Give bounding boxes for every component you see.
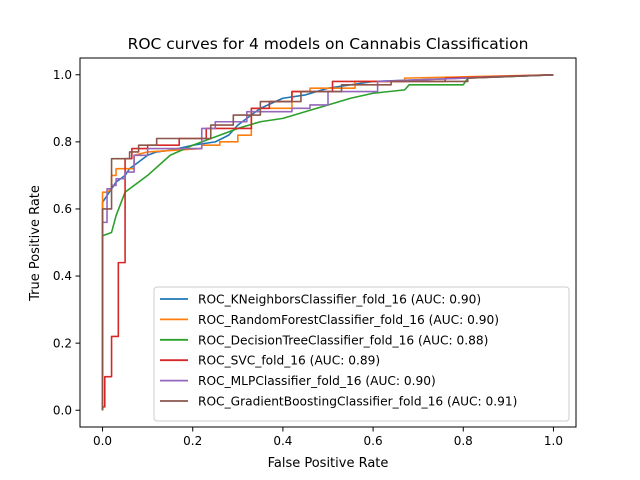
x-tick-label: 0.8 [454,434,473,448]
chart-title: ROC curves for 4 models on Cannabis Clas… [128,35,529,53]
y-tick-label: 1.0 [53,68,72,82]
plot-frame [79,57,577,428]
x-tick-label: 0.0 [93,434,112,448]
x-tick-label: 0.4 [273,434,292,448]
legend-entry: ROC_KNeighborsClassifier_fold_16 (AUC: 0… [198,293,481,307]
y-tick-label: 0.6 [53,202,72,216]
x-tick-label: 0.6 [364,434,383,448]
y-tick-label: 0.4 [53,269,72,283]
series-line-6 [101,73,554,411]
axis-ticks: 0.0 0.2 0.4 0.6 0.8 1.0 0.0 0.2 0.4 0.6 0.8 1.0 [53,68,563,448]
legend-entry: ROC_RandomForestClassifier_fold_16 (AUC:… [198,313,499,327]
legend-entry: ROC_SVC_fold_16 (AUC: 0.89) [198,354,380,368]
series-lines [101,73,554,411]
y-tick-label: 0.0 [53,403,72,417]
x-tick-label: 1.0 [544,434,563,448]
series-line-2 [101,73,554,411]
x-tick-label: 0.2 [183,434,202,448]
legend-entry: ROC_MLPClassifier_fold_16 (AUC: 0.90) [198,374,436,388]
x-axis-title: False Positive Rate [268,456,389,471]
legend-entry: ROC_GradientBoostingClassifier_fold_16 (… [198,395,517,409]
legend-entry: ROC_DecisionTreeClassifier_fold_16 (AUC:… [198,333,488,347]
series-line-3 [101,73,554,411]
legend-box [153,286,570,422]
y-tick-label: 0.8 [53,135,72,149]
legend: ROC_KNeighborsClassifier_fold_16 (AUC: 0… [153,286,570,422]
y-axis-title: True Positive Rate [28,185,43,302]
y-tick-label: 0.2 [53,336,72,350]
